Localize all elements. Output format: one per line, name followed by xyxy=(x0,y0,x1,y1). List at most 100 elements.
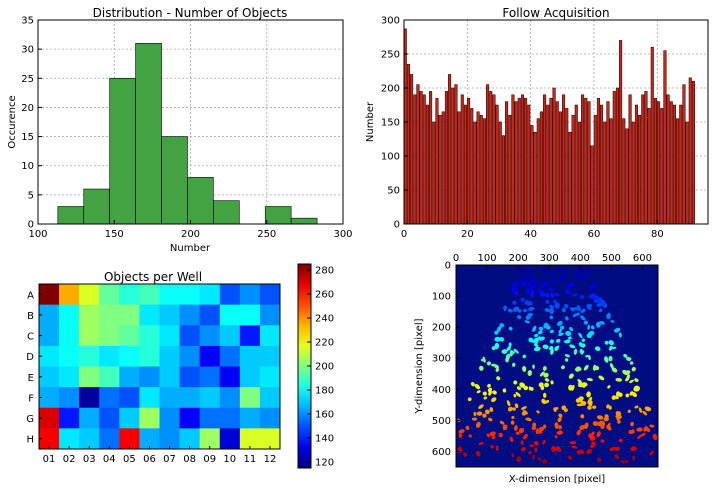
cell-object xyxy=(514,425,518,431)
heatmap-row-label: G xyxy=(26,414,34,425)
cell-object xyxy=(508,326,513,331)
follow-bar xyxy=(660,108,664,225)
cell-object xyxy=(624,370,631,376)
cell-object xyxy=(463,452,468,457)
heatmap-cell xyxy=(39,325,60,347)
heatmap-cell xyxy=(139,345,160,367)
heatmap-frame xyxy=(38,283,281,450)
cell-object xyxy=(606,312,611,320)
cell-object xyxy=(607,385,611,389)
heatmap-cell xyxy=(139,366,160,388)
cell-object xyxy=(517,309,522,313)
heatmap-column-label: 03 xyxy=(83,454,96,465)
cell-object xyxy=(532,454,535,460)
follow-bar xyxy=(685,121,689,225)
cell-object xyxy=(649,424,655,428)
follow-bar xyxy=(486,84,490,225)
cell-object xyxy=(478,404,484,410)
cell-object xyxy=(615,395,619,400)
cell-object xyxy=(512,362,516,367)
cell-object xyxy=(581,338,586,342)
cell-image-y-tick-label: 400 xyxy=(432,385,451,396)
follow-bar xyxy=(435,97,439,225)
cell-object xyxy=(570,283,575,287)
cell-object xyxy=(652,433,658,441)
follow-bar xyxy=(584,97,588,225)
cell-object xyxy=(554,302,560,309)
cell-object xyxy=(610,346,617,350)
cell-object xyxy=(549,315,554,320)
heatmap-cell xyxy=(119,304,140,326)
cell-object xyxy=(606,424,612,431)
follow-bar xyxy=(669,101,673,225)
cell-image-x-tick-label: 400 xyxy=(571,253,590,264)
cell-object xyxy=(540,283,545,289)
cell-object xyxy=(528,386,534,391)
cell-object xyxy=(564,303,569,309)
cell-object xyxy=(473,411,477,417)
cell-image-y-label: Y-dimension [pixel] xyxy=(414,318,425,414)
cell-object xyxy=(543,372,549,378)
heatmap-cell xyxy=(79,387,100,409)
cell-object xyxy=(562,307,566,313)
cell-object xyxy=(529,444,535,448)
heatmap-cell xyxy=(159,304,180,326)
cell-object xyxy=(595,421,602,427)
cell-object xyxy=(549,308,554,315)
follow-y-label: Number xyxy=(365,101,376,142)
cell-object xyxy=(486,433,491,438)
cell-object xyxy=(555,338,561,343)
cell-object xyxy=(536,410,540,414)
cell-object xyxy=(592,405,597,409)
cell-object xyxy=(517,315,522,319)
cell-object xyxy=(532,422,537,427)
cell-object xyxy=(532,325,537,332)
cell-object xyxy=(527,273,533,279)
cell-object xyxy=(570,307,575,312)
follow-bar xyxy=(501,135,505,225)
cell-object xyxy=(571,384,575,391)
heatmap-cell xyxy=(159,407,180,429)
cell-object xyxy=(588,294,593,299)
cell-object xyxy=(608,340,614,346)
cell-object xyxy=(489,407,494,412)
cell-object xyxy=(545,293,550,298)
follow-bar xyxy=(562,94,566,225)
cell-object xyxy=(591,325,595,330)
follow-bar xyxy=(517,97,521,225)
cell-image-x-tick-label: 0 xyxy=(453,253,459,264)
follow-bar xyxy=(590,145,594,225)
cell-object xyxy=(576,272,582,276)
heatmap-cell xyxy=(59,345,80,367)
cell-object xyxy=(568,336,572,340)
cell-object xyxy=(649,450,654,456)
cell-object xyxy=(636,427,643,432)
cell-object xyxy=(520,440,524,445)
heatmap-cell xyxy=(219,407,241,429)
cell-object xyxy=(487,383,491,388)
cell-object xyxy=(528,337,534,343)
cell-object xyxy=(569,441,577,445)
cell-object xyxy=(478,442,484,445)
cell-object xyxy=(629,379,634,384)
cell-object xyxy=(607,422,611,428)
cell-object xyxy=(471,417,478,421)
cell-image-y-tick-label: 600 xyxy=(432,447,451,458)
follow-bar xyxy=(470,108,474,225)
follow-y-tick-label: 150 xyxy=(381,118,400,129)
cell-object xyxy=(523,433,528,440)
colorbar-tick-label: 160 xyxy=(315,410,334,421)
cell-object xyxy=(617,420,621,424)
cell-object xyxy=(588,433,593,440)
heatmap-row-label: H xyxy=(26,435,34,446)
cell-object xyxy=(489,431,496,436)
cell-object xyxy=(558,332,564,336)
cell-object xyxy=(613,327,621,333)
follow-bar xyxy=(552,87,556,225)
heatmap-cell xyxy=(59,407,80,429)
follow-bar xyxy=(527,104,531,225)
follow-bar xyxy=(422,94,426,225)
cell-object xyxy=(476,411,483,416)
heatmap-cell xyxy=(259,345,281,367)
histogram-y-tick-label: 25 xyxy=(21,74,34,85)
